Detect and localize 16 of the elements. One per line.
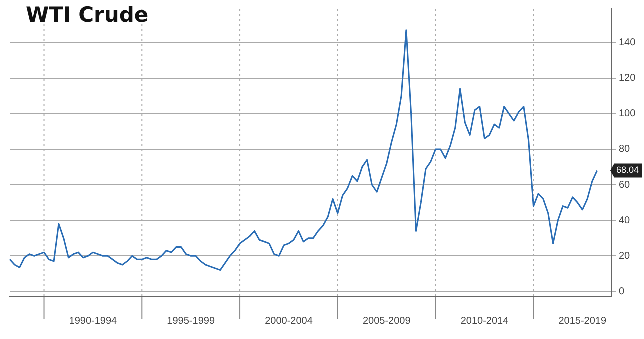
- y-tick-label: 60: [619, 180, 631, 191]
- x-tick-label: 2005-2009: [362, 316, 412, 327]
- x-tick-label: 2015-2019: [558, 316, 607, 327]
- y-tick-label: 20: [619, 250, 631, 262]
- y-tick-label: 120: [619, 73, 636, 84]
- x-tick-label: 2000-2004: [265, 316, 314, 327]
- y-tick-label: 100: [619, 108, 636, 120]
- y-tick-label: 140: [619, 38, 636, 49]
- x-tick-label: 1990-1994: [69, 316, 118, 327]
- y-tick-label: 0: [619, 286, 625, 298]
- annotation: 68.04: [616, 165, 640, 176]
- x-tick-label: 1995-1999: [167, 316, 216, 327]
- x-tick-label: 2010-2014: [460, 316, 510, 327]
- y-tick-label: 80: [619, 144, 631, 156]
- y-tick-label: 40: [619, 215, 631, 226]
- chart-title: WTI Crude: [26, 2, 149, 27]
